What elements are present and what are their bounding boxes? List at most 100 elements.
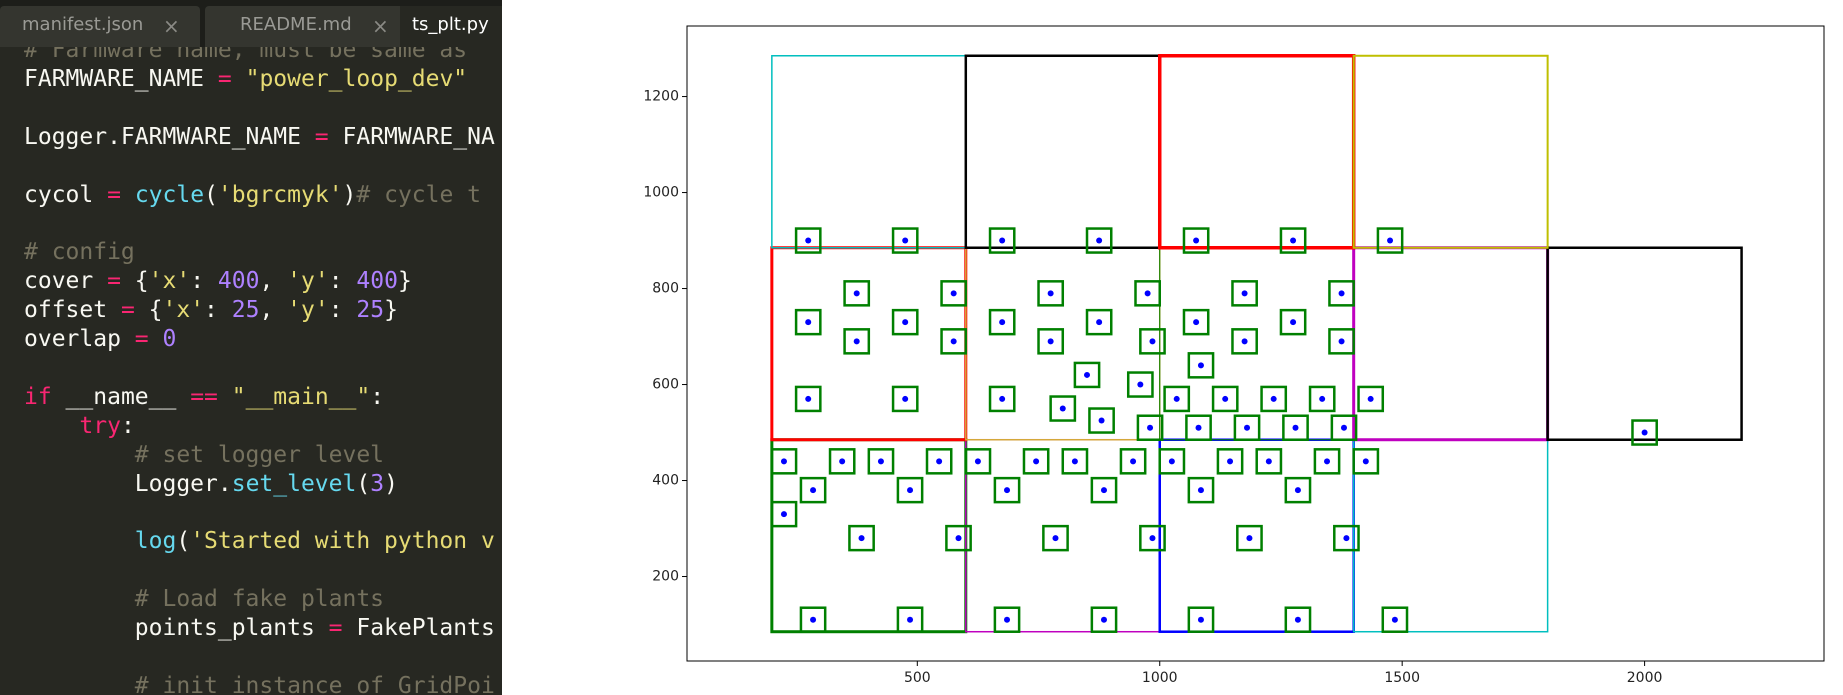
point [1193, 319, 1200, 326]
code-token: 0 [162, 326, 177, 352]
point [1362, 458, 1369, 465]
point [1343, 535, 1350, 542]
code-token: 'x' [148, 268, 191, 295]
point-box [1236, 524, 1263, 552]
point [999, 319, 1006, 326]
code-token: set_level [231, 470, 357, 497]
tab-close[interactable]: × [163, 14, 180, 38]
point-box [1313, 448, 1341, 475]
tab-label[interactable]: README.md [240, 14, 352, 35]
code-token: ( [356, 470, 371, 497]
point-box [940, 328, 968, 355]
code-token: : [120, 412, 135, 439]
x-tick-label: 1000 [1142, 670, 1178, 686]
point [1290, 319, 1297, 326]
point-box [794, 227, 822, 254]
code-token: # set logger level [24, 441, 385, 468]
tab-active[interactable] [400, 6, 502, 47]
point [1100, 616, 1107, 623]
point [1265, 458, 1272, 465]
code-line: cycol = cycle('bgrcmyk')# cycle t [24, 181, 481, 210]
code-token: cycol [24, 181, 108, 208]
code-line: offset = {'x': 25, 'y': 25} [24, 296, 398, 325]
cover-rect [1546, 246, 1743, 441]
point-box [843, 328, 871, 355]
code-line: # init instance of GridPoi [24, 672, 495, 695]
point [1641, 429, 1648, 436]
point [1294, 487, 1301, 494]
point-box [794, 385, 822, 413]
point [1241, 290, 1248, 297]
point-box [770, 500, 798, 528]
point-box [1216, 448, 1244, 475]
code-token: # config [24, 239, 135, 266]
point [907, 616, 914, 623]
point-box [1284, 476, 1312, 504]
code-token: , [259, 268, 288, 295]
point-box [945, 524, 972, 552]
point-box [1231, 328, 1258, 355]
tab[interactable] [0, 6, 200, 47]
tab[interactable] [205, 6, 410, 47]
point [805, 237, 812, 244]
point-box [891, 227, 919, 254]
code-token: FakePlants [342, 615, 495, 641]
point [1319, 395, 1326, 402]
point [1391, 616, 1398, 623]
code-token: "power_loop_dev" [245, 65, 468, 92]
tab-close[interactable]: × [372, 14, 389, 38]
point-box [964, 448, 992, 475]
tab-bar: manifest.json × README.md × ts_plt.py [0, 0, 502, 47]
point [902, 395, 909, 402]
code-token: ( [176, 528, 191, 555]
x-tick-label: 1500 [1384, 670, 1420, 686]
code-token: : [328, 297, 357, 324]
point [1147, 424, 1154, 431]
code-token: 'Started with python v [190, 528, 495, 555]
point-box [1073, 361, 1101, 389]
point [955, 535, 962, 542]
code-token: , [259, 297, 288, 324]
point-box [1260, 385, 1288, 413]
point-box [1139, 328, 1166, 355]
x-tick-label: 2000 [1627, 670, 1663, 686]
point-box [828, 448, 856, 475]
point [810, 487, 817, 494]
code-token: } [384, 297, 398, 324]
point-box [988, 385, 1016, 413]
point [1290, 237, 1297, 244]
point [974, 458, 981, 465]
point-box [1158, 448, 1186, 475]
code-token: ) [384, 470, 398, 497]
tab-label[interactable]: ts_plt.py [412, 14, 489, 35]
code-token: : [190, 268, 218, 295]
code-token: # init instance of GridPoi [24, 672, 495, 695]
code-token: offset [24, 297, 121, 324]
point-box [867, 448, 895, 475]
point [1100, 487, 1107, 494]
y-tick-label: 1000 [643, 185, 679, 201]
point [780, 458, 787, 465]
point-box [891, 308, 919, 336]
point [1338, 338, 1345, 345]
tab-label[interactable]: manifest.json [22, 14, 144, 35]
point-box [794, 308, 822, 336]
code-line: points_plants = FakePlants [24, 614, 495, 643]
y-tick-label: 600 [652, 377, 679, 393]
point [1047, 338, 1054, 345]
point-box [1284, 606, 1312, 633]
point [1324, 458, 1331, 465]
point [1246, 535, 1253, 542]
point-box [1231, 280, 1258, 307]
point-box [1282, 414, 1309, 441]
code-token: = [328, 615, 343, 641]
code-token: = [217, 65, 232, 92]
code-token: try [79, 412, 121, 439]
point [1168, 458, 1175, 465]
point-box [1182, 308, 1210, 336]
code-line: # config [24, 238, 135, 267]
point-box [843, 280, 871, 307]
point-box [1279, 227, 1307, 254]
point [902, 237, 909, 244]
point [858, 535, 865, 542]
